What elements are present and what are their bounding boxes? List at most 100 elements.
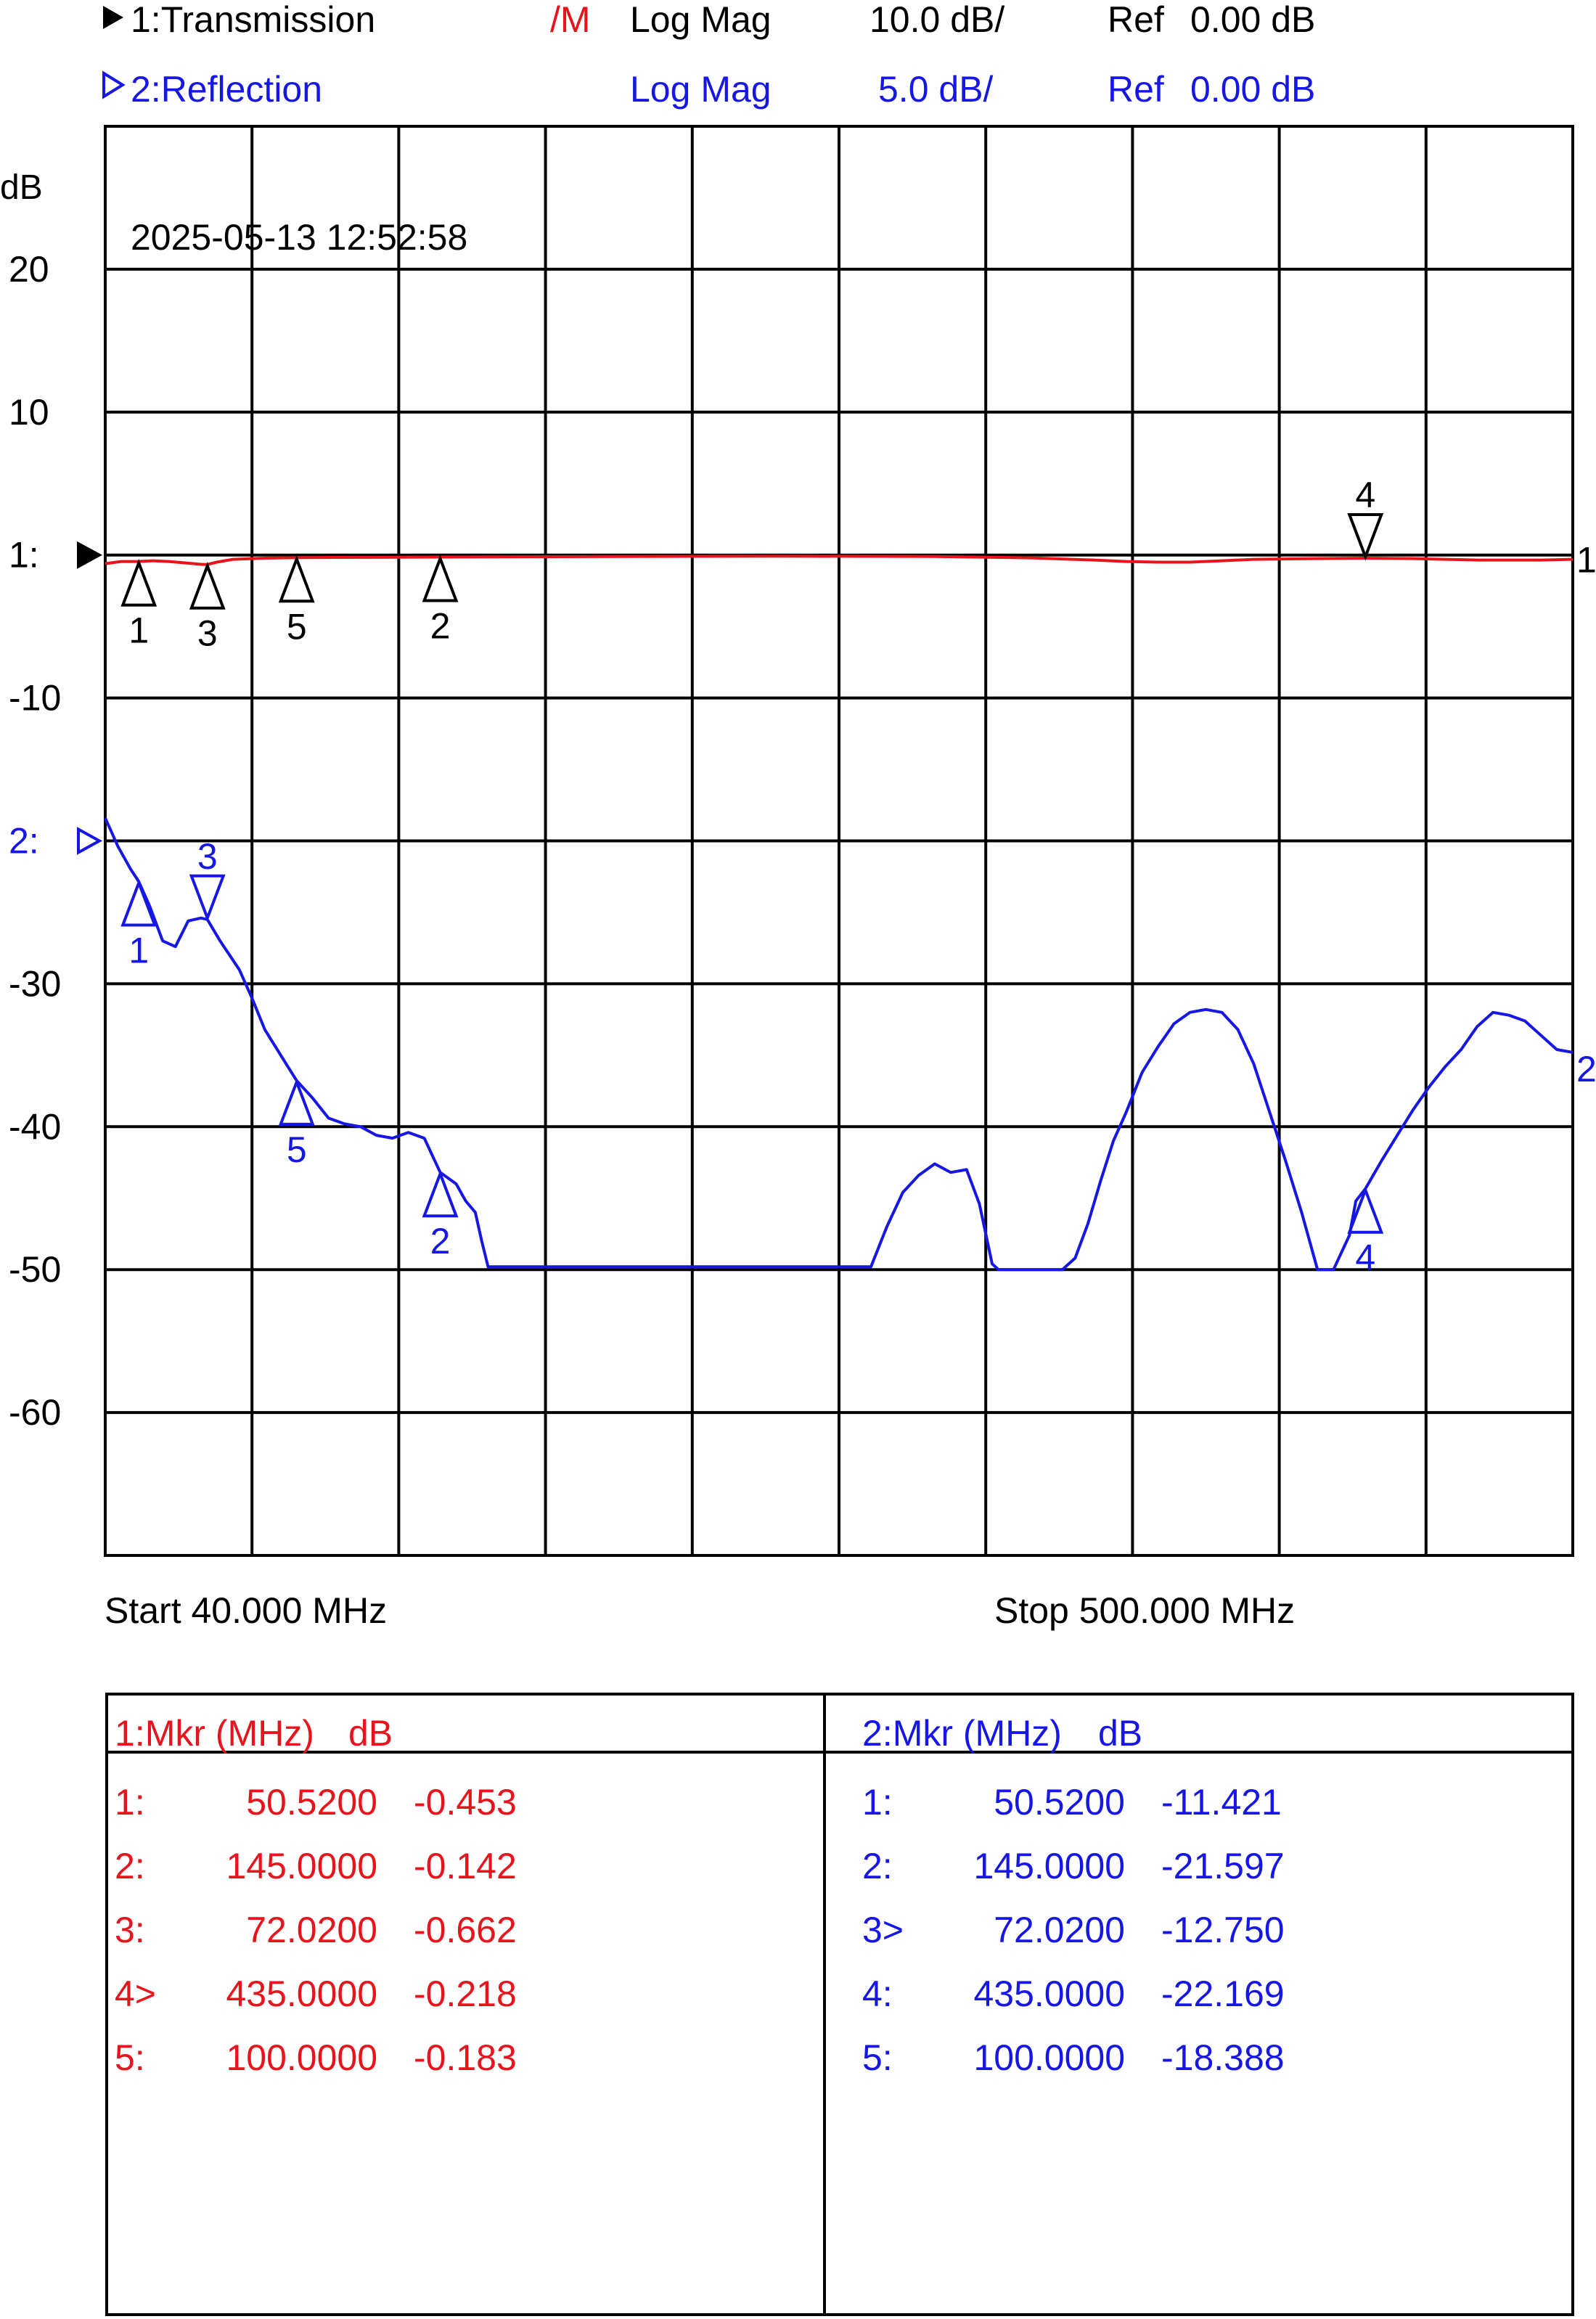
ch1-label: 1:Transmission (131, 0, 375, 40)
reference-indicators: 12 (77, 540, 1596, 1089)
grid (104, 125, 1574, 1557)
ch1-marker-row-freq: 72.0200 (246, 1910, 377, 1950)
ch1-marker-row-freq: 145.0000 (226, 1846, 377, 1886)
header-ch1: 1:Transmission /M Log Mag 10.0 dB/ Ref 0… (103, 0, 1315, 40)
ch2-trace-end-label: 2 (1576, 1049, 1596, 1089)
ch1-ref-value: 0.00 dB (1190, 0, 1315, 40)
ch2-marker-row: 5: 100.0000 -18.388 (862, 2037, 1285, 2078)
ch2-marker-row: 1: 50.5200 -11.421 (862, 1782, 1282, 1823)
ch1-marker-rows: 1: 50.5200 -0.453 2: 145.0000 -0.142 3: 72.0200… (115, 1782, 517, 2078)
ch1-marker-row-id: 5: (115, 2037, 145, 2078)
ch1-transmission-trace (105, 555, 1574, 566)
ch2-scale: 5.0 dB/ (878, 69, 994, 110)
ch1-marker-row: 3: 72.0200 -0.662 (115, 1910, 517, 1950)
ch1-marker-1-icon (120, 558, 157, 607)
ch1-marker-4-icon (1347, 512, 1384, 561)
ch2-marker-4-icon (1347, 1186, 1384, 1234)
ch2-ref-value: 0.00 dB (1190, 69, 1315, 110)
ch2-marker-5-label: 5 (287, 1129, 307, 1170)
ch1-memory-flag: /M (550, 0, 591, 40)
ch1-ref-indicator-icon (77, 541, 102, 569)
y-tick-label: 1: (9, 535, 39, 576)
timestamp: 2025-05-13 12:52:58 (131, 217, 467, 258)
x-stop-label: Stop 500.000 MHz (994, 1590, 1295, 1631)
ch2-marker-5-icon (278, 1078, 315, 1126)
ch1-active-triangle-icon (103, 6, 123, 29)
y-tick-label: 2: (9, 821, 39, 862)
ch1-marker-row-value: -0.453 (414, 1782, 517, 1823)
ch1-trace-end-label: 1 (1576, 540, 1596, 581)
y-tick-label: 10 (9, 392, 49, 433)
y-tick-label: -50 (9, 1249, 61, 1290)
ch2-marker-row-id: 4: (862, 1974, 893, 2014)
ch2-marker-row-value: -18.388 (1161, 2037, 1285, 2078)
ch2-marker-3-label: 3 (197, 836, 218, 877)
ch1-scale: 10.0 dB/ (869, 0, 1004, 40)
ch1-marker-1-label: 1 (128, 610, 149, 651)
ch1-marker-row-id: 4> (115, 1974, 156, 2014)
y-unit-label: dB (0, 168, 43, 207)
ch2-marker-row-value: -21.597 (1161, 1846, 1285, 1886)
ch1-marker-4-label: 4 (1355, 475, 1375, 515)
ch2-marker-row-freq: 100.0000 (973, 2037, 1125, 2078)
ch2-table-header-mkr: 2:Mkr (MHz) (862, 1713, 1062, 1754)
ch1-format: Log Mag (630, 0, 772, 40)
ch1-marker-row-value: -0.662 (414, 1910, 517, 1950)
ch2-marker-2-icon (422, 1169, 459, 1218)
y-tick-label: -10 (9, 678, 61, 719)
y-tick-label: 20 (9, 249, 49, 290)
ch1-marker-2-label: 2 (430, 605, 451, 646)
ch1-marker-row-freq: 435.0000 (226, 1974, 377, 2014)
ch1-marker-3-label: 3 (197, 613, 218, 654)
ch2-marker-row-freq: 435.0000 (973, 1974, 1125, 2014)
ch2-marker-1-label: 1 (128, 930, 149, 970)
x-start-label: Start 40.000 MHz (105, 1590, 387, 1631)
ch2-triangle-icon (102, 70, 126, 99)
ch2-label: 2:Reflection (131, 69, 322, 110)
ch1-marker-row-freq: 100.0000 (226, 2037, 377, 2078)
ch1-marker-row-id: 2: (115, 1846, 145, 1886)
ch2-marker-2-label: 2 (430, 1221, 451, 1261)
ch2-marker-row: 4: 435.0000 -22.169 (862, 1974, 1285, 2014)
ch2-marker-row-freq: 72.0200 (994, 1910, 1125, 1950)
marker-table: 1:Mkr (MHz) dB 2:Mkr (MHz) dB 1: 50.5200-… (105, 1693, 1574, 2316)
ch1-marker-row: 2: 145.0000 -0.142 (115, 1846, 517, 1886)
ch1-marker-row-id: 1: (115, 1782, 145, 1823)
ch2-marker-row-id: 3> (862, 1910, 904, 1950)
ch1-marker-row: 1: 50.5200 -0.453 (115, 1782, 517, 1823)
ch2-marker-row: 2: 145.0000 -21.597 (862, 1846, 1285, 1886)
ch2-marker-row-value: -22.169 (1161, 1974, 1285, 2014)
y-tick-label: -40 (9, 1106, 61, 1147)
ch1-table-header-unit: dB (348, 1713, 393, 1754)
ch2-marker-1-icon (120, 878, 157, 927)
ch1-marker-3-icon (189, 562, 226, 610)
marker-table-frame (105, 1693, 1574, 2316)
ch1-marker-row-id: 3: (115, 1910, 145, 1950)
ch1-marker-row-freq: 50.5200 (246, 1782, 377, 1823)
header-ch2: 2:Reflection Log Mag 5.0 dB/ Ref 0.00 dB (102, 69, 1315, 110)
ch2-ref-label: Ref (1108, 69, 1164, 110)
ch2-marker-row-id: 1: (862, 1782, 893, 1823)
ch2-reflection-trace (104, 817, 1574, 1272)
ch1-marker-row: 4> 435.0000 -0.218 (115, 1974, 517, 2014)
ch2-marker-row: 3> 72.0200 -12.750 (862, 1910, 1285, 1950)
ch1-marker-5-label: 5 (287, 606, 307, 647)
ch2-marker-row-freq: 50.5200 (994, 1782, 1125, 1823)
y-tick-label: -60 (9, 1392, 61, 1433)
ch1-ref-label: Ref (1108, 0, 1164, 40)
ch1-marker-5-icon (278, 555, 315, 603)
ch2-marker-row-id: 2: (862, 1846, 893, 1886)
ch1-marker-row-value: -0.142 (414, 1846, 517, 1886)
ch2-marker-3-icon (189, 874, 226, 923)
ch2-marker-row-value: -11.421 (1161, 1782, 1282, 1823)
ch1-marker-row-value: -0.218 (414, 1974, 517, 2014)
ch1-marker-row-value: -0.183 (414, 2037, 517, 2078)
y-tick-label: -30 (9, 963, 61, 1004)
ch2-marker-row-value: -12.750 (1161, 1910, 1285, 1950)
ch2-format: Log Mag (630, 69, 772, 110)
ch2-marker-row-id: 5: (862, 2037, 893, 2078)
y-tick-labels: 20 10 1: -10 2: -30 -40 -50 -60 (9, 249, 61, 1433)
markers: 1 2 3 4 5 1 2 3 4 5 (120, 475, 1384, 1278)
ch2-marker-row-freq: 145.0000 (973, 1846, 1125, 1886)
